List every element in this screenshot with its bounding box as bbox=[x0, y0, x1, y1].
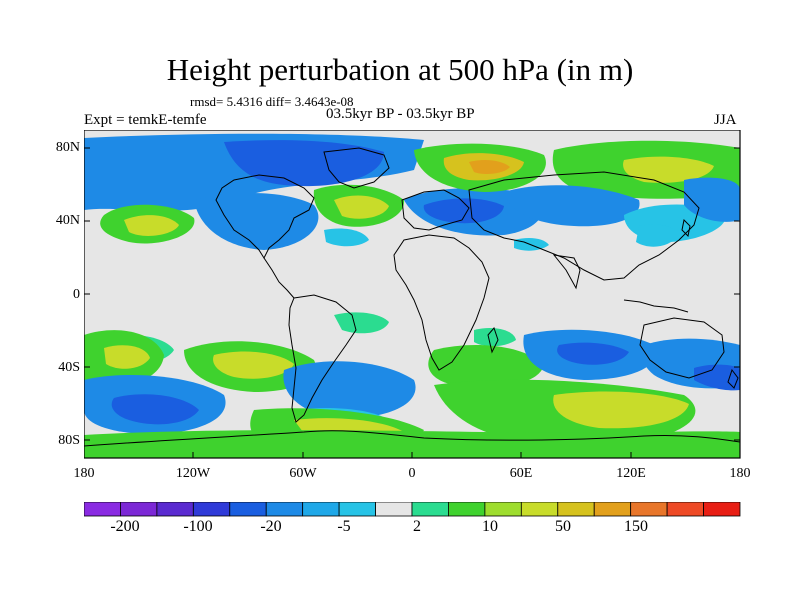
experiment-label: Expt = temkE-temfe bbox=[84, 112, 207, 128]
coast-indonesia bbox=[623, 299, 689, 313]
colorbar-box bbox=[265, 502, 304, 517]
colorbar-label-50: 50 bbox=[555, 518, 571, 535]
field-south-indian-strong-negative bbox=[557, 342, 629, 365]
colorbar-label-2: 2 bbox=[413, 518, 421, 535]
lon-label-180-east: 180 bbox=[729, 466, 751, 481]
coast-japan bbox=[681, 218, 691, 238]
colorbar bbox=[84, 502, 741, 517]
coast-greenland bbox=[323, 147, 390, 189]
field-south-pacific-strong-positive bbox=[104, 345, 150, 369]
coast-australia bbox=[639, 317, 725, 379]
field-south-indian-weak-positive bbox=[474, 328, 516, 347]
field-europe-strong-negative bbox=[423, 198, 504, 224]
field-arctic-strong-negative bbox=[224, 140, 384, 187]
field-siberia-peak bbox=[469, 159, 510, 175]
lat-label-0: 0 bbox=[73, 287, 80, 302]
coast-new-zealand bbox=[727, 368, 739, 389]
coast-africa bbox=[393, 234, 490, 371]
colorbar-box bbox=[557, 502, 595, 517]
colorbar-box bbox=[156, 502, 194, 517]
coast-antarctica bbox=[84, 430, 741, 447]
coast-europe bbox=[401, 189, 470, 231]
lon-label-0: 0 bbox=[408, 466, 416, 481]
colorbar-box bbox=[229, 502, 267, 517]
colorbar-label-minus100: -100 bbox=[183, 518, 213, 535]
colorbar-box bbox=[338, 502, 376, 517]
lat-label-40n: 40N bbox=[55, 213, 80, 228]
stats-line: rmsd= 5.4316 diff= 3.4643e-08 bbox=[190, 94, 354, 109]
colorbar-label-minus5: -5 bbox=[337, 518, 351, 535]
colorbar-box bbox=[520, 502, 559, 517]
lon-label-180-west: 180 bbox=[73, 466, 95, 481]
field-north-pacific-strong-positive bbox=[124, 215, 179, 236]
lon-label-60e: 60E bbox=[509, 466, 533, 481]
field-south-america-strong-positive bbox=[213, 351, 294, 379]
coast-asia bbox=[468, 171, 700, 281]
colorbar-box bbox=[448, 502, 486, 517]
lon-ticks bbox=[84, 452, 741, 458]
lon-label-120e: 120E bbox=[616, 466, 646, 481]
field-north-america-negative bbox=[194, 193, 319, 250]
colorbar-box bbox=[84, 502, 121, 517]
colorbar-box bbox=[666, 502, 704, 517]
colorbar-box bbox=[411, 502, 449, 517]
lat-ticks bbox=[84, 147, 740, 441]
colorbar-box bbox=[703, 502, 741, 517]
field-south-pacific-strong-negative bbox=[111, 394, 199, 425]
colorbar-box bbox=[375, 502, 413, 517]
colorbar-box bbox=[484, 502, 522, 517]
season-label: JJA bbox=[714, 112, 737, 128]
plot-title: Height perturbation at 500 hPa (in m) bbox=[166, 52, 634, 87]
field-atlantic-weak-negative bbox=[324, 228, 369, 247]
lon-label-60w: 60W bbox=[289, 466, 317, 481]
coast-india bbox=[552, 254, 581, 290]
field-asia-negative bbox=[504, 185, 640, 227]
coast-south-america bbox=[288, 294, 357, 423]
field-north-atlantic-strong-positive bbox=[334, 195, 389, 219]
lat-label-80n: 80N bbox=[55, 140, 80, 155]
colorbar-label-minus20: -20 bbox=[260, 518, 282, 535]
colorbar-box bbox=[302, 502, 340, 517]
lon-label-120w: 120W bbox=[175, 466, 211, 481]
lat-label-40s: 40S bbox=[58, 360, 80, 375]
field-tropical-atlantic-weak-positive bbox=[334, 312, 389, 334]
colorbar-box bbox=[593, 502, 632, 517]
colorbar-label-150: 150 bbox=[624, 518, 648, 535]
contour-fields bbox=[84, 133, 740, 458]
field-mediterranean-weak-negative bbox=[514, 237, 549, 251]
colorbar-box bbox=[120, 502, 158, 517]
colorbar-box bbox=[192, 502, 231, 517]
field-south-atlantic-negative bbox=[283, 361, 416, 419]
field-east-asia-weak bbox=[636, 224, 679, 247]
height-perturbation-map bbox=[84, 130, 741, 459]
lat-label-80s: 80S bbox=[58, 433, 80, 448]
field-southern-ocean-strong-positive bbox=[553, 391, 689, 429]
period-label: 03.5kyr BP - 03.5kyr BP bbox=[326, 106, 475, 122]
field-south-australia-strong-negative bbox=[694, 364, 740, 391]
field-antarctic-positive bbox=[84, 430, 740, 458]
coast-north-america bbox=[215, 174, 315, 260]
colorbar-label-10: 10 bbox=[482, 518, 498, 535]
coast-central-america bbox=[263, 257, 295, 299]
field-north-asia-strong-positive bbox=[623, 156, 714, 183]
coast-madagascar bbox=[487, 327, 499, 354]
colorbar-box bbox=[630, 502, 668, 517]
field-south-indian-positive bbox=[428, 345, 544, 388]
colorbar-label-minus200: -200 bbox=[110, 518, 140, 535]
coastlines bbox=[84, 147, 741, 447]
